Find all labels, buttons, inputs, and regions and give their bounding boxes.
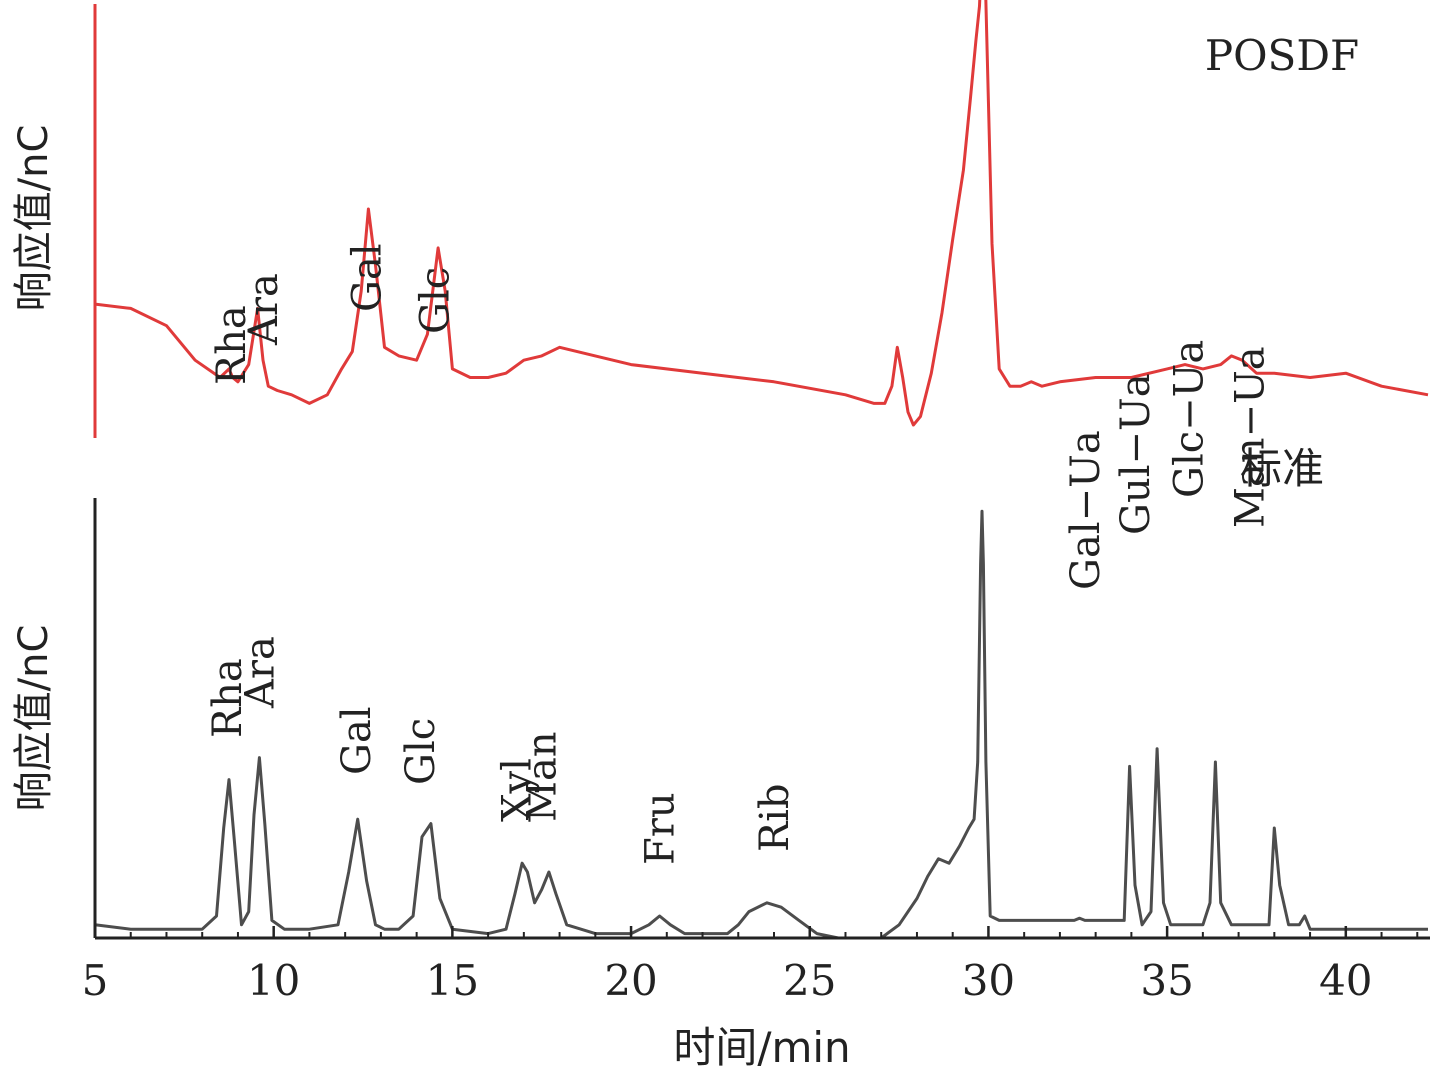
- x-tick-label-5: 30: [962, 956, 1015, 1005]
- x-tick-label-1: 10: [247, 956, 300, 1005]
- standard-peak-label-11: Man−Ua: [1227, 346, 1273, 528]
- standard-peak-label-9: Gul−Ua: [1113, 373, 1159, 535]
- standard-peak-label-10: Glc−Ua: [1167, 340, 1213, 498]
- sample-trace: [94, 0, 1429, 427]
- x-axis-label: 时间/min: [673, 1023, 850, 1072]
- sample-peak-label-2: Gal: [345, 243, 391, 312]
- standard-peak-label-7: Rib: [752, 783, 798, 852]
- sample-panel-name: POSDF: [1205, 31, 1359, 80]
- sample-peak-label-3: Glc: [413, 267, 459, 334]
- standard-peak-label-5: Man: [520, 731, 566, 822]
- standard-peak-label-8: Gal−Ua: [1063, 430, 1109, 590]
- sample-peak-label-0: Rha: [209, 305, 255, 385]
- standard-peak-label-4: Xyl: [495, 758, 541, 822]
- x-tick-label-7: 40: [1319, 956, 1372, 1005]
- standard-peak-label-6: Fru: [638, 792, 684, 865]
- standard-trace: [94, 509, 1428, 940]
- x-tick-label-4: 25: [783, 956, 836, 1005]
- standard-peak-label-2: Gal: [334, 706, 380, 775]
- standard-peak-label-3: Glc: [398, 718, 444, 785]
- sample-peak-label-1: Ara: [241, 273, 287, 346]
- x-tick-label-6: 35: [1140, 956, 1193, 1005]
- standard-y-axis-label: 响应值/nC: [11, 625, 57, 812]
- x-tick-label-0: 5: [82, 956, 109, 1005]
- standard-panel-name: 标准: [1240, 444, 1324, 493]
- x-tick-label-2: 15: [426, 956, 479, 1005]
- standard-peak-label-1: Ara: [237, 636, 283, 709]
- x-tick-label-3: 20: [604, 956, 657, 1005]
- sample-y-axis-label: 响应值/nC: [11, 125, 57, 312]
- standard-peak-label-0: Rha: [205, 658, 251, 738]
